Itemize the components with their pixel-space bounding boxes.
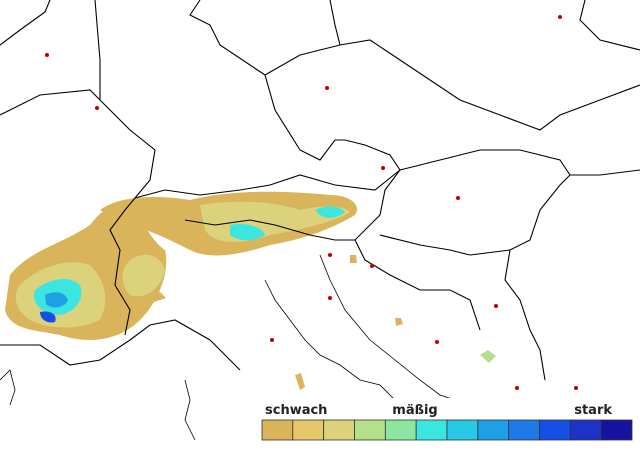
legend-swatch	[508, 419, 540, 441]
legend-swatch	[261, 419, 294, 441]
legend-swatch	[569, 419, 602, 441]
legend-swatch	[384, 419, 417, 441]
legend-swatch	[477, 419, 510, 441]
cities	[45, 15, 578, 390]
legend-swatch	[446, 419, 479, 441]
legend-swatch	[415, 419, 448, 441]
legend-swatch	[600, 419, 633, 441]
legend-label: stark	[574, 403, 612, 418]
legend-swatch	[354, 419, 386, 441]
legend-swatch	[539, 419, 571, 441]
legend-swatch	[323, 419, 355, 441]
legend-label: mäßig	[392, 403, 437, 418]
borders	[0, 0, 640, 441]
legend-swatches	[261, 419, 633, 441]
legend-label: schwach	[265, 403, 327, 418]
legend-swatch	[292, 419, 325, 441]
